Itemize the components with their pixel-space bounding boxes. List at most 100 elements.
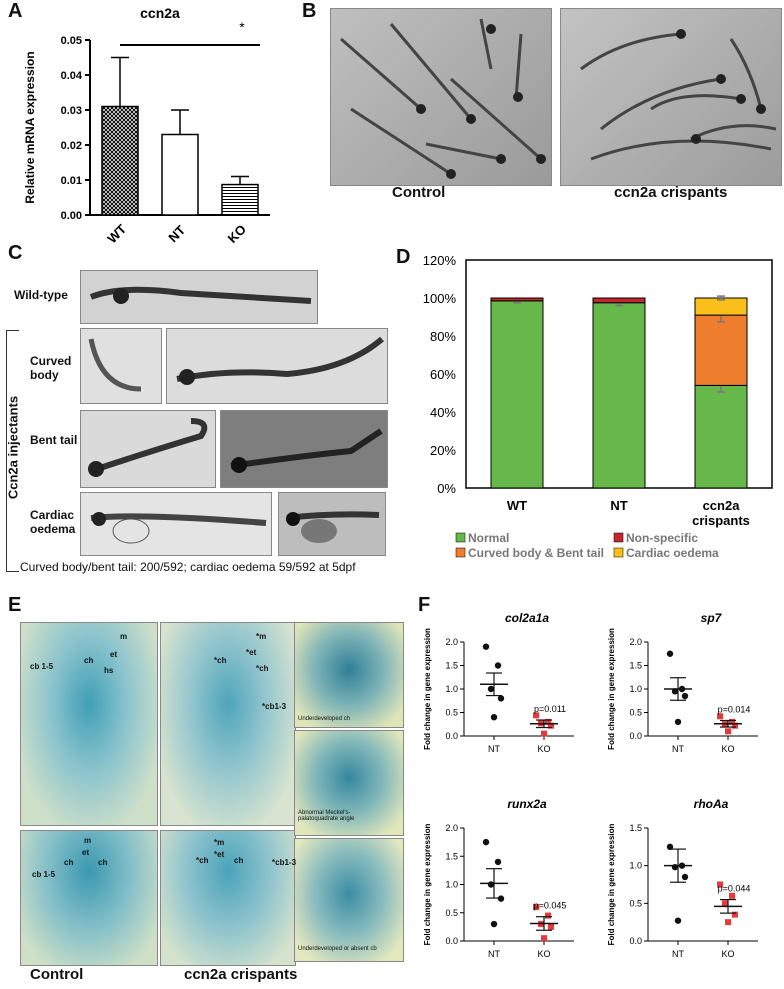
bent-tail-photo-2 (220, 410, 388, 488)
data-point-ko (548, 923, 554, 930)
x-tick-label: KO (225, 222, 249, 245)
inset-caption-3: Underdeveloped or absent cb (298, 946, 377, 952)
y-tick-label: 0.0 (445, 936, 458, 946)
panel-c-footnote: Curved body/bent tail: 200/592; cardiac … (20, 560, 356, 574)
wildtype-photo (80, 270, 318, 324)
inset-underdeveloped-ch-photo (294, 622, 404, 728)
legend-swatch (613, 547, 624, 558)
bar-wt (101, 105, 139, 216)
larva-illustration (88, 418, 208, 477)
panel-a-bar-chart: ccn2a 0.00 0.01 0.02 0.03 0.04 0.05 Relative mR… (23, 5, 270, 245)
larva-illustration (88, 338, 142, 392)
panel-letter-b: B (302, 0, 317, 22)
y-tick-label: 0.5 (445, 908, 458, 918)
data-point-nt (494, 858, 502, 866)
data-point-ko (548, 722, 554, 729)
x-tick-label: NT (672, 744, 684, 754)
row-label-bent-tail: Bent tail (30, 433, 78, 447)
label-et-top-ko: *et (246, 648, 257, 657)
y-axis-label: Relative mRNA expression (23, 51, 37, 203)
y-tick-label: 1.5 (445, 851, 458, 861)
bar-segment (592, 302, 646, 489)
label-m-bot-ko: *m (214, 838, 225, 847)
alcian-control-ventral-photo (20, 622, 158, 826)
x-tick-label: KO (721, 744, 734, 754)
data-point-ko (732, 911, 738, 918)
legend-swatch (613, 532, 624, 543)
cardiac-oedema-photo-2 (278, 492, 386, 556)
y-tick-label: 1.0 (629, 861, 642, 871)
label-ch-top-ctrl: ch (84, 656, 94, 665)
y-tick-label: 20% (430, 443, 456, 458)
bar-segment (490, 297, 544, 302)
data-point-nt (666, 843, 674, 851)
cardiac-oedema-photo-1 (80, 492, 272, 556)
label-m-top-ctrl: m (120, 632, 128, 641)
label-cb-top-ctrl: cb 1-5 (30, 662, 54, 671)
y-tick-label: 60% (430, 367, 456, 382)
plot-title: sp7 (701, 611, 723, 625)
curved-body-photo-1 (80, 328, 162, 404)
x-tick-label: WT (507, 498, 527, 513)
data-point-ko (729, 892, 735, 899)
bar-segment (694, 314, 748, 386)
panel-e-control-caption: Control (30, 966, 84, 983)
chart-title: ccn2a (140, 5, 180, 21)
data-point-nt (482, 643, 490, 650)
y-tick-label: 2.0 (445, 823, 458, 833)
larva-illustration (89, 286, 312, 304)
x-tick-label: NT (672, 949, 684, 959)
legend-label: Normal (468, 531, 509, 545)
y-axis-label: Fold change in gene expression (607, 628, 616, 750)
data-point-ko (533, 712, 539, 719)
panel-letter-f: F (418, 594, 431, 616)
larva-illustration (176, 336, 384, 385)
panel-letter-d: D (396, 246, 411, 268)
data-point-nt (494, 662, 502, 669)
panel-e-crispants-caption: ccn2a crispants (184, 966, 298, 983)
panel-d-stacked-bar-chart: 0% 20% 40% 60% 80% 100% 120% WT NT ccn2acrispants… (423, 253, 773, 560)
x-tick-label: KO (537, 949, 550, 959)
larvae-illustration (340, 18, 546, 179)
panel-f-col2a1a-plot: col2a1a 0.0 0.5 1.0 1.5 2.0 Fold change in gen… (423, 611, 574, 754)
x-tick-label: KO (537, 744, 550, 754)
y-tick-label: 0.04 (61, 70, 83, 82)
label-ch2-bot-ctrl: ch (98, 858, 108, 867)
inset-caption-2: Abnormal Meckel's- palatoquadrate angle (298, 810, 355, 822)
x-tick-label: NT (165, 222, 188, 245)
label-ch-bot-ko: *ch (196, 856, 209, 865)
y-tick-label: 0.01 (61, 175, 82, 187)
y-tick-label: 0.5 (629, 708, 642, 718)
y-tick-label: 1.5 (629, 823, 642, 833)
bent-tail-photo-1 (80, 410, 216, 488)
y-tick-label: 0.5 (445, 708, 458, 718)
y-tick-label: 0.0 (629, 936, 642, 946)
legend-swatch (455, 532, 466, 543)
alcian-crispant-ventral-photo (160, 622, 296, 826)
y-tick-label: 0.5 (629, 898, 642, 908)
bar-segment (694, 384, 748, 489)
p-value-label: p=0.014 (718, 704, 751, 714)
p-value-label: p=0.044 (718, 884, 751, 894)
label-m-bot-ctrl: m (84, 836, 92, 845)
x-tick-label: NT (610, 498, 627, 513)
data-point-nt (490, 714, 498, 721)
y-tick-label: 100% (423, 291, 457, 306)
y-tick-label: 0.0 (445, 731, 458, 741)
y-tick-label: 0.03 (61, 105, 82, 117)
data-point-nt (482, 838, 490, 846)
bar-nt (161, 133, 199, 216)
label-hs-top-ctrl: hs (104, 666, 114, 675)
label-ch2-bot-ko: ch (234, 856, 244, 865)
y-tick-label: 1.0 (445, 880, 458, 890)
row-label-curved-body: Curved body (30, 354, 72, 382)
x-tick-label: NT (488, 949, 500, 959)
y-tick-label: 0.0 (629, 731, 642, 741)
alcian-crispant-dorsal-photo (160, 830, 296, 966)
inset-caption-1: Underdeveloped ch (298, 716, 351, 722)
row-label-wildtype: Wild-type (14, 288, 68, 302)
inset-absent-cb-photo (294, 838, 404, 962)
x-tick-label: crispants (692, 513, 750, 528)
y-tick-label: 40% (430, 405, 456, 420)
x-tick-label: WT (104, 221, 129, 245)
